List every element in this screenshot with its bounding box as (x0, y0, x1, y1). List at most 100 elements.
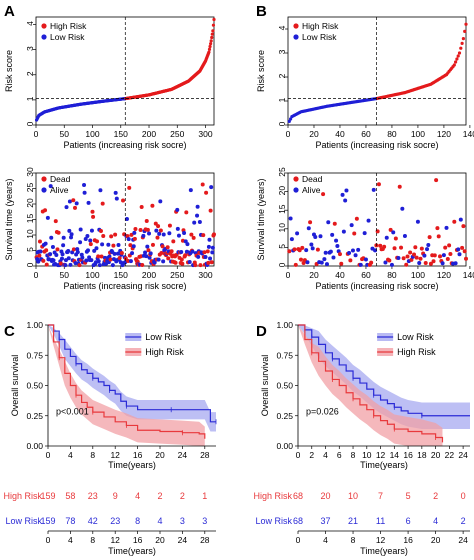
alive-point (115, 251, 120, 256)
table-tick-label: 20 (155, 535, 165, 545)
p-value: p=0.026 (306, 407, 339, 417)
y-tick-label: 0.75 (276, 350, 293, 360)
dead-point (129, 232, 134, 237)
x-tick-label: 60 (361, 270, 371, 280)
alive-point (69, 235, 74, 240)
dead-point (189, 232, 194, 237)
alive-point (209, 185, 214, 190)
dead-point (111, 243, 116, 248)
alive-point (96, 259, 101, 264)
y-tick-label: 0.25 (276, 411, 293, 421)
alive-point (347, 251, 352, 256)
alive-point (161, 259, 166, 264)
alive-point (82, 183, 87, 188)
risk-point (210, 35, 214, 40)
dead-point (209, 260, 214, 265)
dead-point (98, 228, 103, 233)
alive-point (366, 218, 371, 223)
alive-point (331, 255, 336, 260)
x-tick-label: 22 (445, 450, 455, 460)
dead-point (408, 250, 413, 255)
alive-point (67, 199, 72, 204)
alive-point (132, 230, 137, 235)
alive-point (144, 254, 149, 259)
risk-count: 159 (40, 516, 55, 526)
y-tick-label: 0.50 (26, 381, 43, 391)
dead-point (108, 257, 113, 262)
dead-point (443, 245, 448, 250)
risk-point (459, 46, 463, 50)
alive-point (100, 242, 105, 247)
risk-row-label: High Risk (3, 491, 42, 501)
legend-label: High Risk (397, 347, 436, 357)
legend-marker (41, 23, 47, 29)
dead-point (292, 247, 297, 252)
legend-label: Low Risk (397, 332, 434, 342)
risk-count: 23 (110, 516, 120, 526)
x-tick-label: 80 (387, 129, 397, 139)
dead-point (452, 219, 457, 224)
alive-point (124, 217, 129, 222)
alive-point (457, 252, 462, 257)
panel-label-b: B (256, 3, 267, 20)
alive-point (322, 257, 327, 262)
risk-point (455, 57, 459, 61)
alive-point (358, 262, 363, 267)
risk-count: 2 (180, 491, 185, 501)
survival-line (298, 324, 470, 417)
alive-point (60, 252, 65, 257)
alive-point (75, 250, 80, 255)
dead-point (119, 250, 124, 255)
panel-label-a: A (4, 3, 15, 20)
legend-marker (293, 176, 299, 182)
survival-status-plot-a: 0 50 100 150 200 250 300 0 5 10 15 20 25 30 Patients (… (4, 167, 216, 291)
alive-point (116, 243, 121, 248)
risk-point (208, 44, 212, 49)
alive-point (208, 256, 213, 261)
legend-marker (293, 34, 299, 40)
table-tick-label: 4 (68, 535, 73, 545)
x-axis-label: Patients (increasing risk socre) (315, 140, 438, 150)
alive-point (85, 248, 90, 253)
dead-point (461, 224, 466, 229)
dead-point (144, 219, 149, 224)
dead-point (41, 258, 46, 263)
risk-point (211, 23, 216, 27)
legend-label: High Risk (302, 21, 339, 31)
dead-point (205, 249, 210, 254)
alive-point (197, 219, 202, 224)
plot-frame (287, 172, 467, 267)
alive-point (195, 204, 200, 209)
alive-point (176, 233, 181, 238)
alive-point (45, 215, 50, 220)
alive-point (145, 244, 150, 249)
dead-point (72, 205, 77, 210)
dead-point (95, 239, 100, 244)
survival-line (48, 324, 216, 423)
y-tick-label: 10 (25, 229, 35, 239)
alive-point (84, 258, 89, 263)
dead-point (339, 261, 344, 266)
dead-point (96, 254, 101, 259)
y-tick-label: 0 (25, 262, 35, 267)
y-axis-label: Overall survival (260, 355, 270, 417)
table-tick-label: 0 (46, 535, 51, 545)
alive-point (330, 232, 335, 237)
alive-point (86, 200, 91, 205)
alive-point (61, 243, 66, 248)
y-axis-label: Overall survival (10, 355, 20, 417)
dead-point (428, 261, 433, 266)
dead-point (117, 255, 122, 260)
dead-point (387, 258, 392, 263)
alive-point (128, 259, 133, 264)
km-curve-c: 0 4 8 12 16 20 24 28 0.00 0.25 0.50 0.75 1.00 Time(ye… (10, 320, 217, 470)
dead-point (193, 263, 198, 268)
alive-point (66, 256, 71, 261)
x-tick-label: 100 (411, 129, 425, 139)
legend-marker (41, 34, 47, 40)
alive-point (190, 249, 195, 254)
dead-point (352, 231, 357, 236)
alive-point (319, 260, 324, 265)
dead-point (153, 221, 158, 226)
